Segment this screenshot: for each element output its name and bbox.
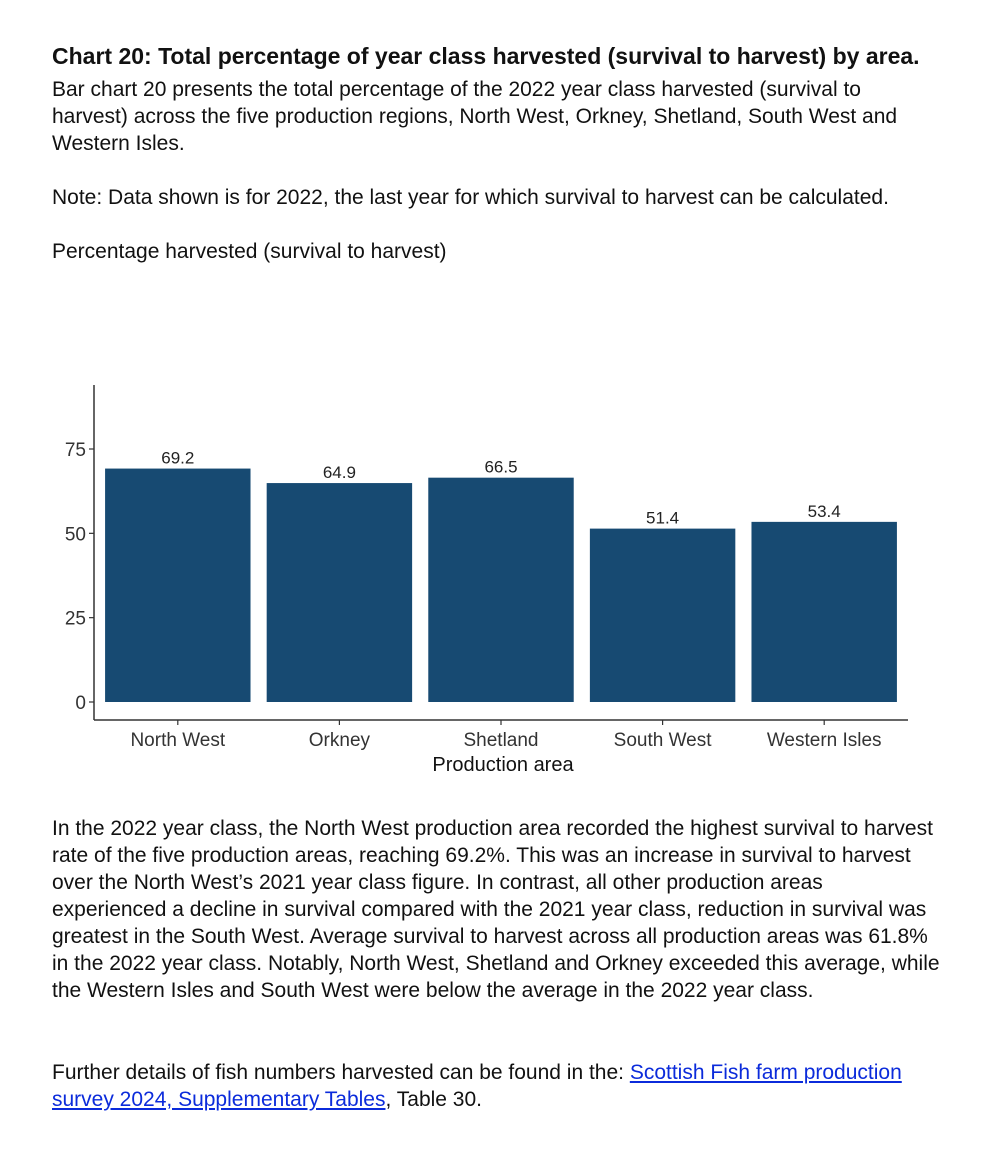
further-prefix: Further details of fish numbers harveste…: [52, 1061, 630, 1084]
chart-caption: Percentage harvested (survival to harves…: [52, 240, 447, 263]
x-tick-label: North West: [130, 730, 225, 751]
chart-heading: Chart 20: Total percentage of year class…: [52, 43, 920, 69]
bar: [266, 483, 413, 702]
summary-paragraph: In the 2022 year class, the North West p…: [52, 817, 940, 1002]
bar-value-label: 64.9: [323, 463, 356, 482]
y-tick-label: 0: [75, 693, 86, 714]
y-tick-label: 50: [65, 524, 86, 545]
document-page: Chart 20: Total percentage of year class…: [52, 38, 932, 776]
bar-value-label: 51.4: [646, 509, 679, 528]
x-tick-label: Western Isles: [767, 730, 882, 751]
further-paragraph: Further details of fish numbers harveste…: [52, 1059, 932, 1113]
further-suffix: , Table 30.: [385, 1088, 483, 1111]
chart-svg: 0 25 50 75 69.2 North West 64.9 Orkney 66.5 Shet…: [65, 385, 908, 776]
x-tick-label: Shetland: [463, 730, 538, 751]
bar-value-label: 66.5: [484, 458, 517, 477]
supplementary-tables-link[interactable]: Scottish Fish farm production survey 202…: [52, 1061, 902, 1111]
summary-section: In the 2022 year class, the North West p…: [52, 815, 942, 1004]
y-tick-label: 25: [65, 609, 86, 630]
intro-paragraph: Bar chart 20 presents the total percenta…: [52, 78, 898, 155]
x-tick-label: Orkney: [309, 730, 371, 751]
bar-value-label: 53.4: [808, 502, 841, 521]
bar-value-label: 69.2: [161, 449, 194, 468]
note-paragraph: Note: Data shown is for 2022, the last y…: [52, 186, 889, 209]
bar: [105, 468, 251, 702]
x-tick-label: South West: [614, 730, 713, 751]
y-tick-label: 75: [65, 440, 86, 461]
bar: [589, 528, 736, 702]
bar-chart: 0 25 50 75 69.2 North West 64.9 Orkney 66.5 Shet…: [52, 338, 932, 776]
x-axis-title: Production area: [432, 754, 574, 776]
bar: [751, 521, 897, 702]
further-details: Further details of fish numbers harveste…: [52, 1059, 932, 1113]
bar: [428, 477, 574, 702]
